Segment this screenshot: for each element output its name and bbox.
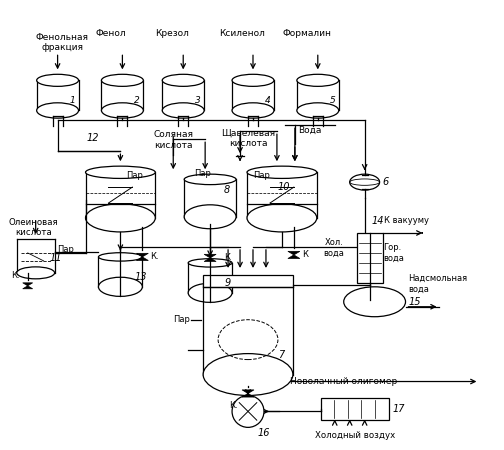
Text: 4: 4 <box>265 96 271 105</box>
Polygon shape <box>23 283 33 286</box>
Text: 6: 6 <box>383 177 389 187</box>
Ellipse shape <box>162 103 204 118</box>
Polygon shape <box>242 390 254 393</box>
Text: Пар: Пар <box>127 171 143 180</box>
Ellipse shape <box>184 174 236 184</box>
Text: 12: 12 <box>86 133 99 143</box>
Text: Щавелевая
кислота: Щавелевая кислота <box>221 128 275 148</box>
Polygon shape <box>288 255 300 258</box>
Text: 9: 9 <box>224 278 230 288</box>
Bar <box>357 233 383 283</box>
Text: К.: К. <box>150 252 159 261</box>
Ellipse shape <box>247 166 317 178</box>
Polygon shape <box>288 251 300 255</box>
Bar <box>184 180 236 217</box>
Text: Новолачный олигомер: Новолачный олигомер <box>290 377 397 386</box>
Ellipse shape <box>350 174 380 190</box>
Text: К.: К. <box>229 401 238 410</box>
Bar <box>101 80 143 111</box>
Text: 10: 10 <box>278 182 290 192</box>
Bar <box>232 80 274 111</box>
Text: 11: 11 <box>49 253 62 263</box>
Bar <box>37 80 79 111</box>
Text: Ксиленол: Ксиленол <box>219 29 265 38</box>
Bar <box>203 285 293 374</box>
Text: 3: 3 <box>195 96 201 105</box>
Text: Олеиновая
кислота: Олеиновая кислота <box>9 218 58 238</box>
Text: Пар: Пар <box>57 245 75 254</box>
Text: 7: 7 <box>278 350 284 360</box>
Text: К.: К. <box>11 271 20 280</box>
Ellipse shape <box>188 283 232 302</box>
Ellipse shape <box>101 103 143 118</box>
Text: Крезол: Крезол <box>155 29 189 38</box>
Bar <box>247 172 317 218</box>
Ellipse shape <box>37 103 79 118</box>
Ellipse shape <box>86 166 155 178</box>
Text: 13: 13 <box>135 272 147 282</box>
Ellipse shape <box>101 74 143 86</box>
Bar <box>297 80 339 111</box>
Ellipse shape <box>98 277 142 297</box>
Bar <box>86 172 155 218</box>
Ellipse shape <box>297 103 339 118</box>
Polygon shape <box>23 286 33 289</box>
Text: 8: 8 <box>224 185 230 195</box>
Text: Фенол: Фенол <box>95 29 126 38</box>
Bar <box>188 263 232 293</box>
Ellipse shape <box>344 287 406 317</box>
Ellipse shape <box>17 267 54 279</box>
Ellipse shape <box>86 204 155 232</box>
Bar <box>162 80 204 111</box>
Bar <box>321 398 389 420</box>
Polygon shape <box>137 257 148 261</box>
Text: Хол.
вода: Хол. вода <box>323 238 344 258</box>
Polygon shape <box>137 253 148 257</box>
Text: 15: 15 <box>409 297 421 307</box>
Text: К: К <box>302 250 308 259</box>
Text: Фенольная
фракция: Фенольная фракция <box>36 32 89 52</box>
Text: Пар: Пар <box>254 171 271 180</box>
Text: Холодный воздух: Холодный воздух <box>314 432 395 441</box>
Text: Пар: Пар <box>173 315 190 324</box>
Polygon shape <box>242 393 254 397</box>
Polygon shape <box>204 258 216 261</box>
Text: 5: 5 <box>330 96 336 105</box>
Text: Вода: Вода <box>298 126 322 135</box>
Text: К: К <box>224 253 230 262</box>
Bar <box>203 275 293 287</box>
Ellipse shape <box>203 354 293 396</box>
Polygon shape <box>204 254 216 258</box>
Ellipse shape <box>232 74 274 86</box>
Ellipse shape <box>232 103 274 118</box>
Text: Пар: Пар <box>194 169 211 178</box>
Text: Соляная
кислота: Соляная кислота <box>153 130 193 150</box>
Ellipse shape <box>297 74 339 86</box>
Text: 14: 14 <box>371 216 384 226</box>
Text: К вакууму: К вакууму <box>384 216 428 225</box>
Ellipse shape <box>184 205 236 229</box>
Bar <box>98 257 142 287</box>
Ellipse shape <box>188 259 232 267</box>
Text: 16: 16 <box>258 428 271 438</box>
Bar <box>17 239 54 273</box>
Text: 17: 17 <box>393 405 405 414</box>
Ellipse shape <box>98 253 142 261</box>
Ellipse shape <box>162 74 204 86</box>
Circle shape <box>232 396 264 428</box>
Text: 1: 1 <box>70 96 75 105</box>
Ellipse shape <box>37 74 79 86</box>
Text: 2: 2 <box>135 96 140 105</box>
Ellipse shape <box>247 204 317 232</box>
Text: Надсмольная
вода: Надсмольная вода <box>409 274 468 293</box>
Text: Формалин: Формалин <box>282 29 331 38</box>
Text: Гор.
вода: Гор. вода <box>384 243 405 263</box>
